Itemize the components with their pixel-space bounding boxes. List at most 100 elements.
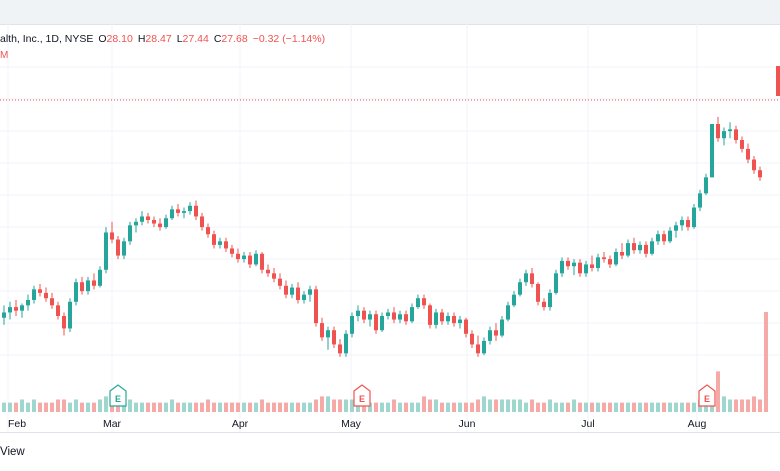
volume-bar[interactable] <box>242 402 246 412</box>
volume-bar[interactable] <box>500 399 504 413</box>
candle-body[interactable] <box>416 298 420 308</box>
candle-body[interactable] <box>488 330 492 341</box>
candle-body[interactable] <box>494 330 498 336</box>
volume-bar[interactable] <box>158 402 162 412</box>
candle-body[interactable] <box>272 273 276 279</box>
candle-body[interactable] <box>680 220 684 226</box>
candle-body[interactable] <box>188 205 192 212</box>
candle-body[interactable] <box>398 314 402 320</box>
candle-body[interactable] <box>644 244 648 254</box>
candle-body[interactable] <box>548 292 552 308</box>
candle-body[interactable] <box>80 282 84 292</box>
volume-bar[interactable] <box>2 402 6 412</box>
volume-bar[interactable] <box>104 396 108 412</box>
candle-body[interactable] <box>470 333 474 345</box>
volume-bar[interactable] <box>224 402 228 412</box>
candle-body[interactable] <box>620 252 624 256</box>
candle-body[interactable] <box>182 211 186 213</box>
candle-body[interactable] <box>332 330 336 345</box>
volume-bar[interactable] <box>308 402 312 412</box>
candle-body[interactable] <box>164 218 168 228</box>
volume-bar[interactable] <box>68 402 72 412</box>
candle-body[interactable] <box>20 305 24 311</box>
volume-bar[interactable] <box>380 402 384 412</box>
candle-body[interactable] <box>302 294 306 300</box>
volume-bar[interactable] <box>140 402 144 412</box>
candle-body[interactable] <box>260 253 264 270</box>
volume-bar[interactable] <box>176 402 180 412</box>
volume-bar[interactable] <box>44 402 48 412</box>
candle-body[interactable] <box>704 177 708 194</box>
candle-body[interactable] <box>536 284 540 302</box>
volume-bar[interactable] <box>626 402 630 412</box>
volume-bar[interactable] <box>266 402 270 412</box>
volume-bar[interactable] <box>572 399 576 413</box>
volume-bar[interactable] <box>746 399 750 413</box>
candle-body[interactable] <box>434 312 438 325</box>
volume-bar[interactable] <box>494 399 498 413</box>
candle-body[interactable] <box>284 285 288 295</box>
candle-body[interactable] <box>518 282 522 295</box>
candle-body[interactable] <box>740 140 744 149</box>
candle-body[interactable] <box>98 269 102 286</box>
volume-bar[interactable] <box>530 399 534 413</box>
volume-bar[interactable] <box>332 399 336 413</box>
volume-bar[interactable] <box>338 399 342 413</box>
volume-bar[interactable] <box>728 399 732 413</box>
candle-body[interactable] <box>62 316 66 329</box>
candle-body[interactable] <box>500 319 504 336</box>
volume-bar[interactable] <box>548 399 552 413</box>
candle-body[interactable] <box>296 287 300 300</box>
volume-bar[interactable] <box>74 399 78 413</box>
volume-bar[interactable] <box>410 402 414 412</box>
volume-bar[interactable] <box>362 402 366 412</box>
volume-bar[interactable] <box>314 399 318 413</box>
volume-bar[interactable] <box>566 402 570 412</box>
volume-bar[interactable] <box>62 399 66 413</box>
earnings-marker[interactable]: E <box>698 384 716 407</box>
candle-body[interactable] <box>314 289 318 324</box>
volume-bar[interactable] <box>206 399 210 413</box>
volume-bar[interactable] <box>554 402 558 412</box>
volume-bar[interactable] <box>32 399 36 413</box>
candle-body[interactable] <box>146 216 150 220</box>
candle-body[interactable] <box>8 307 12 313</box>
volume-bar[interactable] <box>536 402 540 412</box>
volume-bar[interactable] <box>368 402 372 412</box>
volume-bar[interactable] <box>464 402 468 412</box>
candle-body[interactable] <box>656 234 660 242</box>
volume-bar[interactable] <box>512 399 516 413</box>
volume-bar[interactable] <box>350 399 354 413</box>
volume-bar[interactable] <box>686 402 690 412</box>
volume-bar[interactable] <box>320 396 324 412</box>
candle-body[interactable] <box>200 216 204 228</box>
candle-body[interactable] <box>542 301 546 308</box>
candle-body[interactable] <box>176 209 180 213</box>
earnings-marker[interactable]: E <box>109 384 127 407</box>
candle-body[interactable] <box>512 294 516 306</box>
candle-body[interactable] <box>440 312 444 322</box>
volume-bar[interactable] <box>590 402 594 412</box>
volume-bar[interactable] <box>452 402 456 412</box>
volume-bar[interactable] <box>674 402 678 412</box>
volume-bar[interactable] <box>170 399 174 413</box>
volume-bar[interactable] <box>668 402 672 412</box>
candle-body[interactable] <box>380 316 384 331</box>
candle-body[interactable] <box>716 124 720 139</box>
volume-bar[interactable] <box>434 399 438 413</box>
volume-bar[interactable] <box>80 402 84 412</box>
bottom-view-tab[interactable]: View <box>0 446 25 458</box>
volume-bar[interactable] <box>254 402 258 412</box>
candle-body[interactable] <box>506 305 510 320</box>
volume-bar[interactable] <box>578 402 582 412</box>
volume-bar[interactable] <box>374 402 378 412</box>
candle-body[interactable] <box>206 227 210 235</box>
candle-body[interactable] <box>386 312 390 316</box>
volume-bar[interactable] <box>752 396 756 412</box>
candle-body[interactable] <box>686 220 690 228</box>
candle-body[interactable] <box>122 241 126 256</box>
volume-bar[interactable] <box>272 402 276 412</box>
candle-body[interactable] <box>530 273 534 284</box>
volume-bar[interactable] <box>86 402 90 412</box>
